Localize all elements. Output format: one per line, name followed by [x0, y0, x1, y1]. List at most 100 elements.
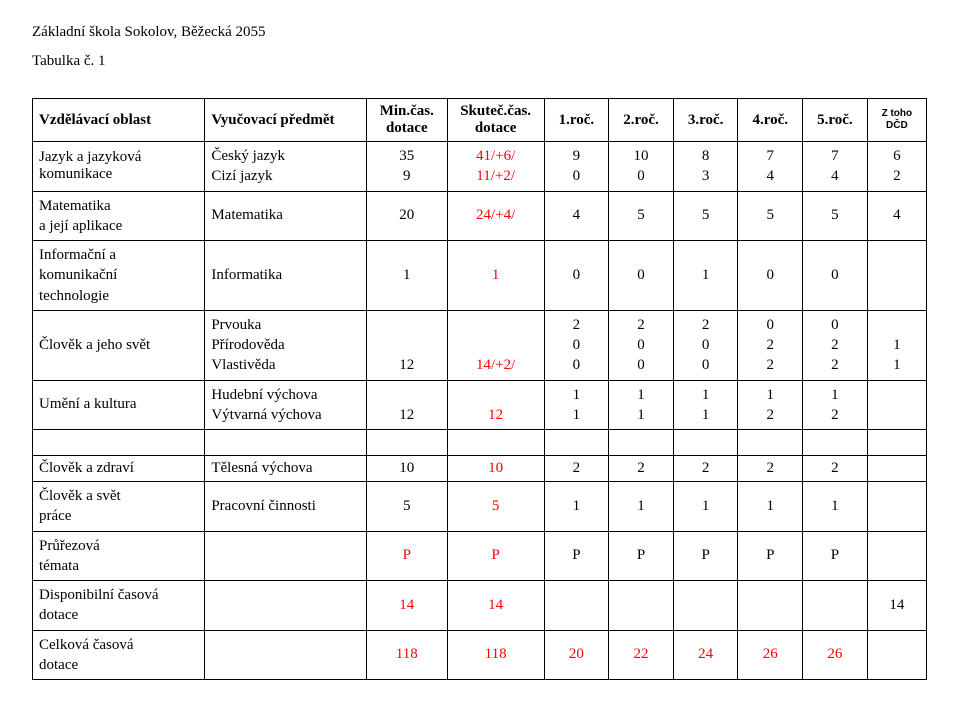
total-g1: 20: [544, 630, 609, 680]
curriculum-table: Vzdělávací oblast Vyučovací předmět Min.…: [32, 98, 927, 680]
spacer-cell: [33, 430, 205, 456]
cross-act: P: [447, 531, 544, 581]
total-g2: 22: [609, 630, 674, 680]
dcd-line1: Z toho: [882, 108, 913, 119]
total-g5: 26: [803, 630, 868, 680]
arts-g2a: 1: [637, 387, 645, 403]
lang-act2: 11/+2/: [476, 168, 515, 184]
world-g3a: 2: [702, 317, 710, 333]
work-subject: Pracovní činnosti: [205, 482, 367, 532]
arts-g5a: 1: [831, 387, 839, 403]
arts-g2: 11: [609, 380, 674, 430]
health-g3: 2: [673, 456, 738, 482]
cross-g3: P: [673, 531, 738, 581]
world-g2a: 2: [637, 317, 645, 333]
lang-dcd2: 2: [893, 168, 901, 184]
lang-g1: 90: [544, 142, 609, 192]
lang-g4a: 7: [767, 148, 775, 164]
arts-g3a: 1: [702, 387, 710, 403]
cross-area-l1: Průřezová: [39, 538, 100, 554]
world-g5b: 2: [831, 337, 839, 353]
arts-area: Umění a kultura: [33, 380, 205, 430]
col-g5: 5.roč.: [803, 99, 868, 142]
world-g5c: 2: [831, 357, 839, 373]
arts-g5: 12: [803, 380, 868, 430]
arts-g4a: 1: [767, 387, 775, 403]
work-g1: 1: [544, 482, 609, 532]
arts-dcd: [867, 380, 926, 430]
work-act: 5: [447, 482, 544, 532]
arts-act: 12: [447, 380, 544, 430]
math-area-l2: a její aplikace: [39, 218, 122, 234]
world-dcd: 11: [867, 310, 926, 380]
total-g3: 24: [673, 630, 738, 680]
arts-min: 12: [366, 380, 447, 430]
row-total: Celková časová dotace 118 118 20 22 24 2…: [33, 630, 927, 680]
arts-s2: Výtvarná výchova: [211, 407, 321, 423]
col-area: Vzdělávací oblast: [33, 99, 205, 142]
world-g1: 200: [544, 310, 609, 380]
ict-g5: 0: [803, 241, 868, 311]
cross-dcd: [867, 531, 926, 581]
lang-g3a: 8: [702, 148, 710, 164]
math-g1: 4: [544, 191, 609, 241]
school-name: Základní škola Sokolov, Běžecká 2055: [32, 24, 927, 41]
disp-area-l1: Disponibilní časová: [39, 587, 159, 603]
arts-g2b: 1: [637, 407, 645, 423]
cross-g2: P: [609, 531, 674, 581]
lang-dcd: 62: [867, 142, 926, 192]
row-work: Člověk a svět práce Pracovní činnosti 5 …: [33, 482, 927, 532]
lang-min: 35 9: [366, 142, 447, 192]
health-act: 10: [447, 456, 544, 482]
world-g5: 022: [803, 310, 868, 380]
lang-g5a: 7: [831, 148, 839, 164]
arts-g4: 12: [738, 380, 803, 430]
row-world: Člověk a jeho svět Prvouka Přírodověda V…: [33, 310, 927, 380]
work-area: Člověk a svět práce: [33, 482, 205, 532]
world-s1: Prvouka: [211, 317, 261, 333]
ict-area: Informační a komunikační technologie: [33, 241, 205, 311]
world-dcd2: 1: [893, 337, 901, 353]
lang-g4: 74: [738, 142, 803, 192]
world-g1c: 0: [573, 357, 581, 373]
arts-g1b: 1: [573, 407, 581, 423]
total-g4: 26: [738, 630, 803, 680]
ict-g3: 1: [673, 241, 738, 311]
arts-g1a: 1: [573, 387, 581, 403]
cross-g5: P: [803, 531, 868, 581]
work-area-l1: Člověk a svět: [39, 488, 121, 504]
row-arts: Umění a kultura Hudební výchova Výtvarná…: [33, 380, 927, 430]
ict-act: 1: [447, 241, 544, 311]
ict-area-l1: Informační a: [39, 247, 116, 263]
health-area: Člověk a zdraví: [33, 456, 205, 482]
world-dcd3: 1: [893, 357, 901, 373]
world-min: 12: [366, 310, 447, 380]
math-dcd: 4: [867, 191, 926, 241]
lang-g2: 100: [609, 142, 674, 192]
lang-g4b: 4: [767, 168, 775, 184]
col-actual: Skuteč.čas. dotace: [447, 99, 544, 142]
row-disp: Disponibilní časová dotace 14 14 14: [33, 581, 927, 631]
work-g3: 1: [673, 482, 738, 532]
lang-min2: 9: [403, 168, 411, 184]
arts-g3: 11: [673, 380, 738, 430]
work-g4: 1: [738, 482, 803, 532]
lang-g1a: 9: [573, 148, 581, 164]
lang-g1b: 0: [573, 168, 581, 184]
col-g4: 4.roč.: [738, 99, 803, 142]
work-area-l2: práce: [39, 508, 71, 524]
disp-area-l2: dotace: [39, 607, 78, 623]
cross-subject: [205, 531, 367, 581]
row-cross: Průřezová témata P P P P P P P: [33, 531, 927, 581]
health-min: 10: [366, 456, 447, 482]
health-g2: 2: [609, 456, 674, 482]
world-g3: 200: [673, 310, 738, 380]
lang-area: Jazyk a jazyková komunikace: [33, 142, 205, 192]
total-dcd: [867, 630, 926, 680]
math-g4: 5: [738, 191, 803, 241]
disp-g1: [544, 581, 609, 631]
lang-g3: 83: [673, 142, 738, 192]
lang-act: 41/+6/ 11/+2/: [447, 142, 544, 192]
world-g4: 022: [738, 310, 803, 380]
disp-dcd: 14: [867, 581, 926, 631]
